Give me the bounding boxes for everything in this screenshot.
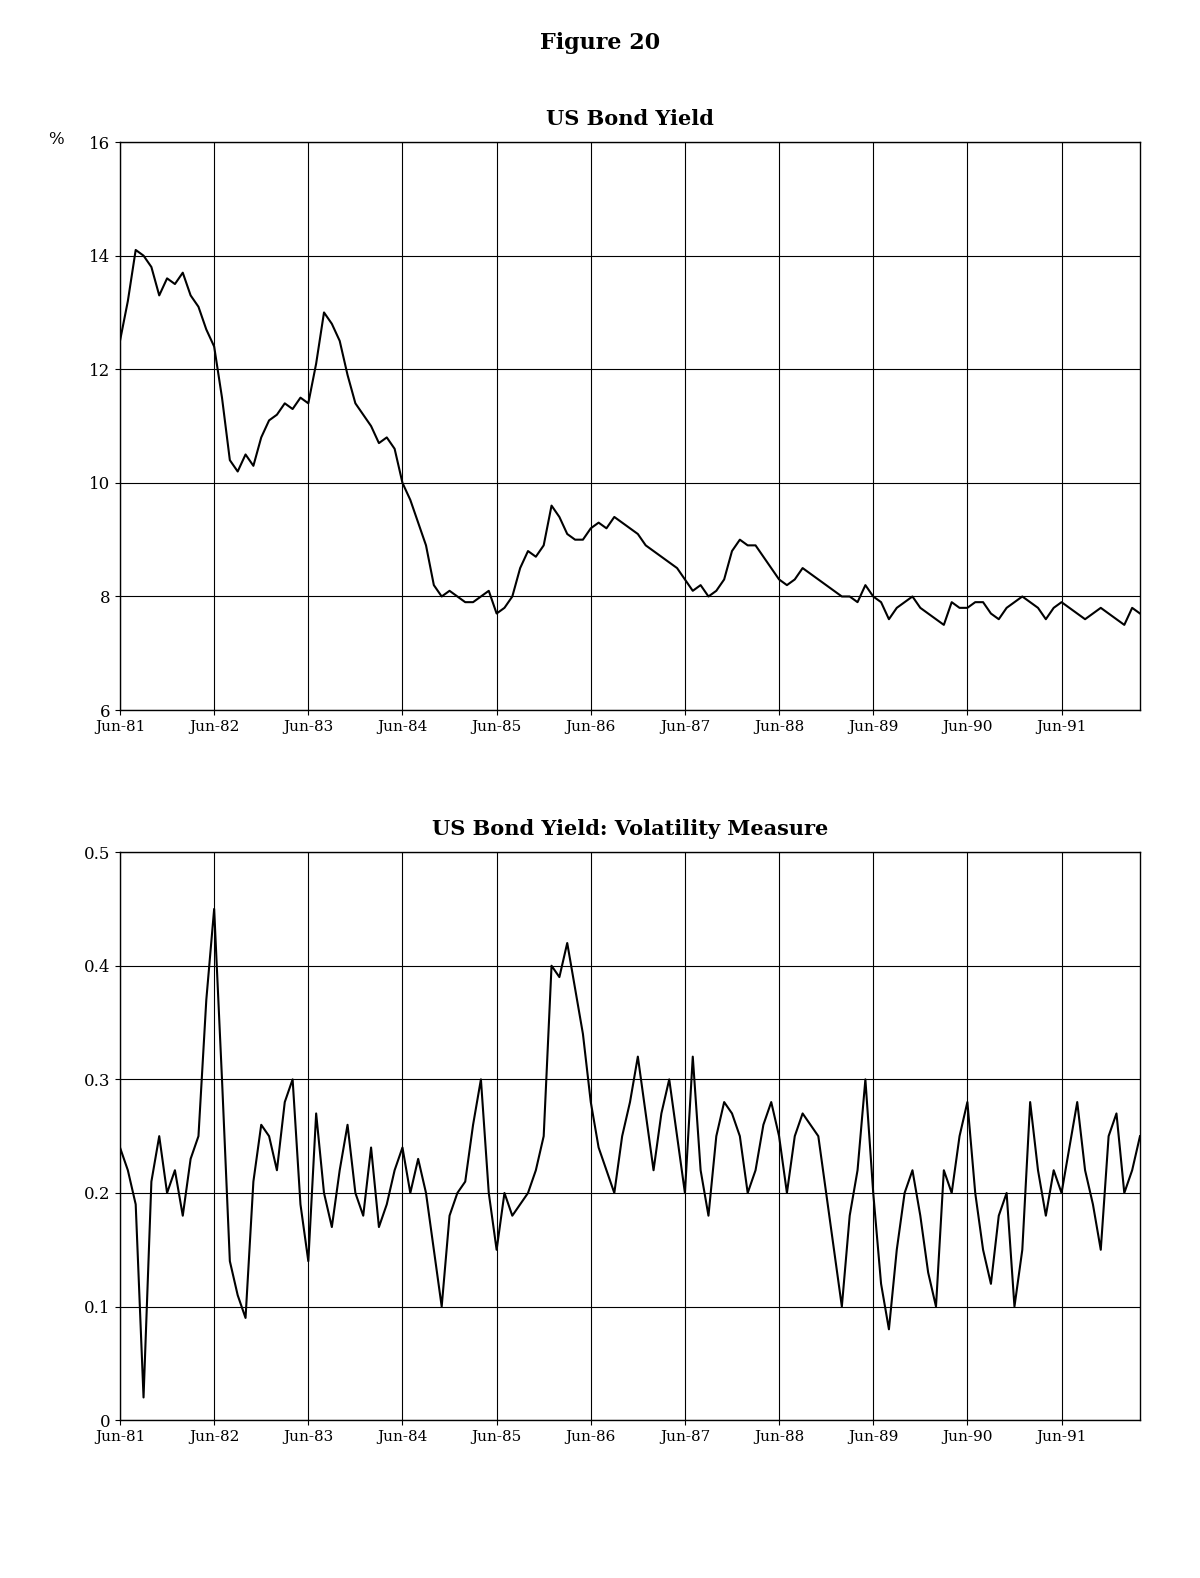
Text: %: % xyxy=(48,131,65,148)
Title: US Bond Yield: Volatility Measure: US Bond Yield: Volatility Measure xyxy=(432,819,828,839)
Title: US Bond Yield: US Bond Yield xyxy=(546,109,714,129)
Text: Figure 20: Figure 20 xyxy=(540,32,660,54)
